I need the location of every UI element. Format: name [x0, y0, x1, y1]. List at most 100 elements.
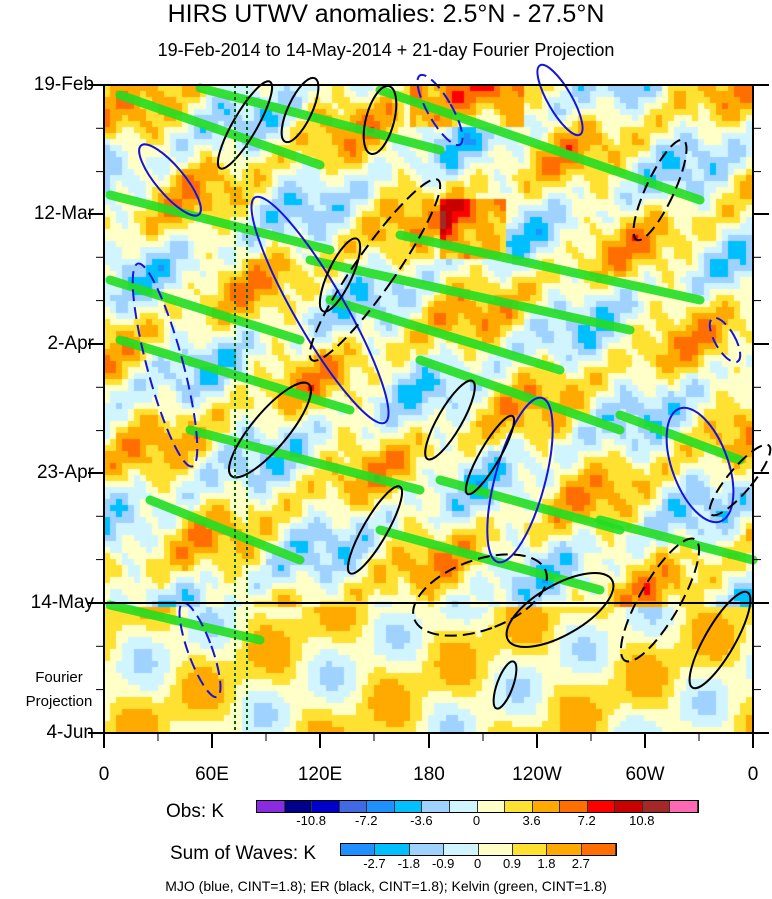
kelvin-contour-inner [110, 195, 330, 250]
colorbar-swatch [587, 801, 616, 812]
colorbar-tick-label: -3.6 [410, 813, 433, 828]
x-tick-label: 180 [413, 764, 445, 785]
er-contour [505, 572, 615, 648]
er-contour [280, 76, 320, 144]
er-contour [464, 414, 516, 496]
waves-colorbar [340, 843, 617, 856]
y-tick-label: 14-May [30, 592, 94, 613]
colorbar-tick-label: 7.2 [577, 813, 596, 828]
colorbar-swatch [478, 844, 513, 855]
kelvin-contour-inner [420, 360, 620, 430]
colorbar-swatch [367, 801, 395, 812]
er-contour [424, 379, 476, 461]
x-tick-label: 60E [195, 764, 229, 785]
contour-legend: MJO (blue, CINT=1.8); ER (black, CINT=1.… [165, 878, 607, 894]
colorbar-tick-label: 3.6 [522, 813, 541, 828]
waves-colorbar-label: Sum of Waves: K [170, 843, 317, 864]
mjo-contour [665, 406, 735, 524]
kelvin-contour [105, 600, 265, 645]
mjo-contour [131, 262, 199, 468]
obs-colorbar-label: Obs: K [166, 801, 225, 822]
kelvin-contour [395, 230, 705, 305]
x-tick-label: 0 [747, 764, 759, 785]
mjo-contour [708, 316, 742, 364]
colorbar-swatch [422, 801, 450, 812]
colorbar-swatch [449, 801, 478, 812]
colorbar-swatch [642, 801, 671, 812]
er-contour [412, 553, 548, 637]
y-tick-label: 23-Apr [36, 462, 94, 483]
colorbar-swatch [581, 844, 616, 855]
chart-title: HIRS UTWV anomalies: 2.5°N - 27.5°N [167, 0, 605, 28]
kelvin-contour [415, 355, 625, 435]
colorbar-swatch [257, 801, 285, 812]
y-tick-label: 12-Mar [33, 203, 94, 224]
kelvin-contour [105, 190, 335, 255]
kelvin-contour [105, 275, 305, 345]
er-contour [632, 138, 688, 242]
er-contour [308, 178, 442, 362]
kelvin-contour [375, 85, 705, 205]
kelvin-contour-inner [380, 530, 600, 590]
er-contour [318, 237, 362, 313]
colorbar-swatch [532, 801, 561, 812]
kelvin-contour [615, 410, 745, 465]
obs-colorbar [256, 800, 699, 813]
er-contour [228, 381, 312, 479]
colorbar-swatch [547, 844, 582, 855]
er-contour [216, 80, 274, 170]
kelvin-contour-inner [440, 480, 620, 530]
colorbar-swatch [444, 844, 479, 855]
colorbar-tick-label: 1.8 [537, 856, 556, 871]
kelvin-contour-inner [190, 430, 420, 490]
colorbar-swatch [312, 801, 340, 812]
y-tick-label: 4-Jun [46, 722, 94, 743]
kelvin-contour [145, 495, 305, 565]
x-tick-label: 60W [625, 764, 665, 785]
colorbar-tick-label: -1.8 [397, 856, 420, 871]
colorbar-swatch [560, 801, 588, 812]
colorbar-swatch [394, 801, 423, 812]
mjo-contour [536, 63, 584, 137]
kelvin-contour-inner [600, 520, 753, 560]
chart-subtitle: 19-Feb-2014 to 14-May-2014 + 21-day Four… [157, 40, 615, 60]
y-tick-label: 19-Feb [33, 74, 94, 95]
x-tick-label: 120W [512, 764, 562, 785]
colorbar-tick-label: -7.2 [355, 813, 378, 828]
er-contour [619, 537, 701, 663]
colorbar-tick-label: 0 [472, 813, 481, 828]
kelvin-contour-inner [110, 605, 260, 640]
colorbar-swatch [512, 844, 548, 855]
er-contour [346, 485, 404, 575]
colorbar-swatch [409, 844, 445, 855]
kelvin-contour [595, 515, 758, 565]
colorbar-swatch [477, 801, 506, 812]
colorbar-swatch [375, 844, 410, 855]
er-contour [708, 443, 772, 517]
er-contour [492, 660, 518, 710]
colorbar-tick-label: -0.9 [431, 856, 455, 871]
er-contour [688, 590, 752, 690]
colorbar-tick-label: 2.7 [571, 856, 590, 871]
mjo-contour [138, 143, 202, 217]
colorbar-swatch [615, 801, 643, 812]
colorbar-swatch [341, 844, 376, 855]
kelvin-contour-inner [150, 500, 300, 560]
kelvin-contour [305, 255, 635, 335]
fourier-projection-label: Fourier Projection [25, 669, 93, 710]
colorbar-swatch [670, 801, 698, 812]
mjo-contour [416, 73, 464, 147]
colorbar-swatch [339, 801, 368, 812]
x-tick-label: 120E [297, 764, 343, 785]
colorbar-swatch [284, 801, 313, 812]
colorbar-swatch [505, 801, 533, 812]
mjo-contour [178, 601, 222, 699]
kelvin-contour-inner [620, 415, 740, 460]
kelvin-contour [435, 475, 625, 535]
kelvin-contour [195, 83, 445, 155]
colorbar-tick-label: -10.8 [296, 813, 326, 828]
er-contour [362, 84, 398, 156]
x-tick-label: 0 [98, 764, 110, 785]
y-tick-label: 2-Apr [47, 333, 94, 354]
